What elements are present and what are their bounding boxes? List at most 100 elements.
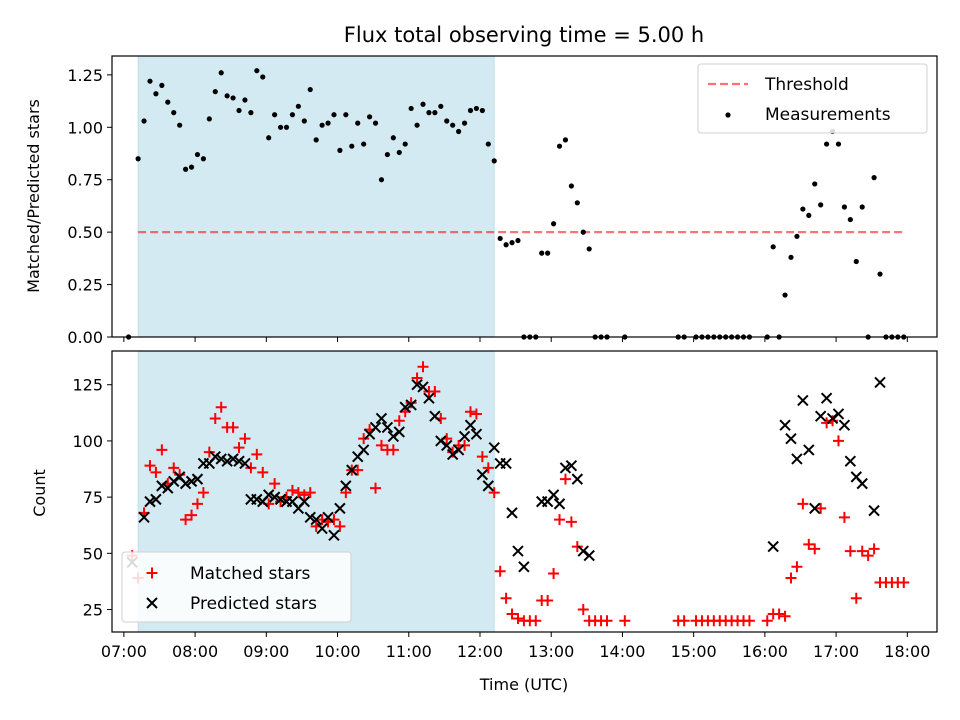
data-point [295,103,301,109]
bottom-plot: 25 50 75 100 125 07:00 08:00 09:00 10:00 11:00 12:… [72,350,938,661]
data-point [218,70,224,76]
data-point [429,385,441,397]
data-point [239,457,251,470]
data-point [230,95,236,101]
shaded-interval-top [137,55,495,338]
data-point [245,462,257,474]
data-point [874,376,886,389]
data-point [304,511,316,524]
data-point [542,595,554,607]
data-point [450,122,456,128]
data-point [417,361,429,373]
legend-box [121,551,352,623]
data-point [233,455,245,467]
data-point [806,212,812,218]
data-point [313,137,319,143]
data-point [212,89,218,95]
data-point [482,462,494,474]
data-point [227,421,239,433]
data-point [426,110,432,116]
data-point [506,608,518,620]
data-point [785,432,797,445]
x-tick-label: 12:00 [457,642,503,661]
data-point [619,615,631,627]
data-point [818,202,824,208]
y-axis-label-bottom: Count [30,469,49,517]
x-tick-label: 13:00 [528,642,574,661]
data-point [773,608,785,620]
data-point [476,451,488,463]
y-tick-label: 0.50 [67,223,103,242]
data-point [856,545,868,557]
data-point [432,110,438,116]
data-point [375,439,387,451]
legend-predicted-label: Predicted stars [190,594,317,614]
y-tick-label: 25 [83,601,103,620]
data-point [791,561,803,573]
axes-frame-top [111,55,938,338]
data-point [494,565,506,577]
data-point [408,105,414,112]
data-point [835,141,842,147]
data-point [788,254,794,260]
data-point [838,511,850,523]
data-point [182,166,189,172]
data-point [147,78,153,84]
data-point [800,206,806,212]
data-point [180,514,192,526]
data-point [209,412,221,424]
data-point [411,379,423,391]
data-point [568,183,574,189]
data-point [559,473,571,485]
legend-measurements-swatch [725,112,731,118]
data-point [366,114,373,120]
data-point [150,493,162,506]
data-point [785,572,797,584]
data-point [767,540,779,553]
data-point [272,112,278,118]
data-point [556,143,563,149]
data-point [868,504,880,517]
data-point [515,237,521,244]
y-tick-label: 1.00 [67,118,103,137]
data-point [372,120,379,126]
data-point [369,421,382,434]
data-point [381,421,394,434]
data-point [209,450,221,463]
data-point [144,460,156,472]
legend-predicted-swatch [146,597,158,609]
data-point [268,491,281,503]
data-point [340,487,352,499]
y-tick-label: 100 [72,432,103,451]
data-point [553,498,566,510]
y-tick-label: 0.25 [67,276,103,295]
data-point [782,292,788,298]
x-tick-label: 18:00 [884,642,930,661]
data-point [797,394,809,407]
data-point [242,97,248,103]
data-point [251,448,263,460]
data-point [815,502,827,514]
data-point [559,462,572,474]
data-point [277,124,284,130]
data-point [150,466,162,478]
data-point [168,462,180,474]
data-point [580,229,586,235]
data-point [530,615,542,627]
data-point [500,457,512,470]
series-top-0 [126,68,907,340]
data-point [550,221,557,227]
data-point [438,103,444,109]
data-point [779,610,791,622]
data-point [215,401,227,413]
data-point [482,480,495,492]
data-point [832,408,845,420]
data-point [497,235,503,242]
data-point [565,459,578,472]
data-point [384,151,390,158]
data-point [200,156,207,162]
data-point [275,496,287,508]
x-tick-label: 11:00 [386,642,432,661]
data-point [435,435,447,447]
data-point [159,82,165,88]
